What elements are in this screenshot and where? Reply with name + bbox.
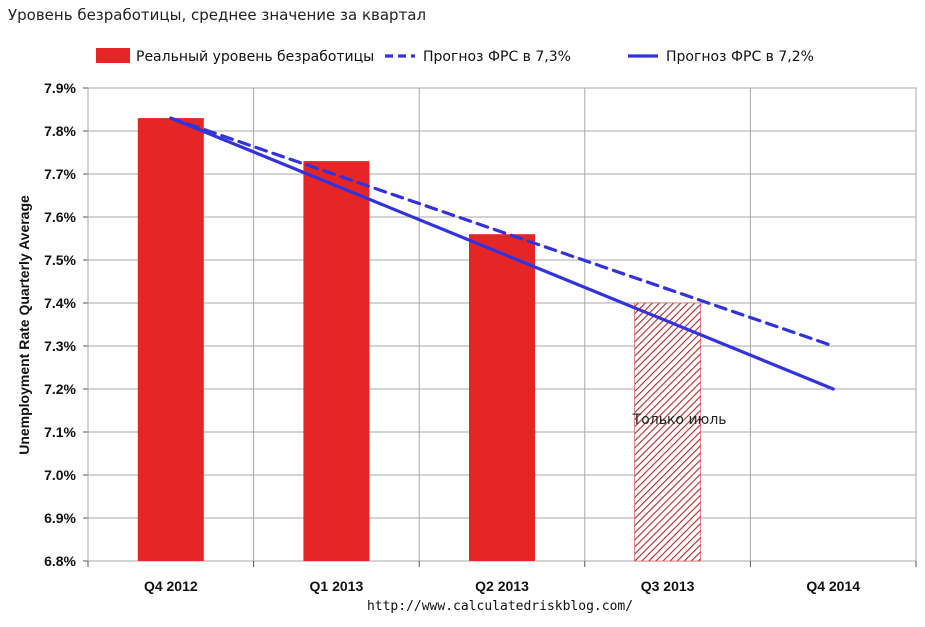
y-tick-label: 7.5% <box>44 252 76 268</box>
annotation-text: Только июль <box>632 412 727 428</box>
plot-area: 6.8% 6.9% 7.0% 7.1% 7.2% 7.3% 7.4% 7.5% 7.6% 7.7%… <box>44 80 917 594</box>
y-tick-label: 7.9% <box>44 80 76 96</box>
bar <box>469 234 535 561</box>
legend: Реальный уровень безработицы Прогноз ФРС … <box>96 48 814 65</box>
x-tick-label: Q1 2013 <box>310 578 364 594</box>
y-tick-label: 7.4% <box>44 295 76 311</box>
series-line-dashed <box>169 116 835 348</box>
legend-swatch-bar <box>96 48 130 63</box>
x-tick-label: Q3 2013 <box>641 578 695 594</box>
chart-title: Уровень безработицы, среднее значение за… <box>8 6 427 24</box>
y-tick-label: 7.8% <box>44 123 76 139</box>
source-url: http://www.calculatedriskblog.com/ <box>366 599 634 614</box>
y-axis-label: Unemployment Rate Quarterly Average <box>16 195 32 455</box>
legend-label: Прогноз ФРС в 7,2% <box>666 49 814 65</box>
legend-label: Реальный уровень безработицы <box>136 49 374 65</box>
y-tick-label: 6.9% <box>44 510 76 526</box>
bar <box>303 161 370 561</box>
bar <box>137 118 204 561</box>
y-tick-label: 7.2% <box>44 381 76 397</box>
x-tick-label: Q4 2014 <box>806 578 860 594</box>
series-line-solid <box>169 116 835 391</box>
y-tick-label: 7.3% <box>44 338 76 354</box>
y-tick-label: 7.7% <box>44 166 76 182</box>
y-tick-label: 7.0% <box>44 467 76 483</box>
x-tick-label: Q2 2013 <box>475 578 529 594</box>
y-tick-label: 7.6% <box>44 209 76 225</box>
bar-hatched <box>634 302 701 562</box>
y-tick-label: 6.8% <box>44 553 76 569</box>
y-tick-label: 7.1% <box>44 424 76 440</box>
x-tick-label: Q4 2012 <box>144 578 198 594</box>
legend-label: Прогноз ФРС в 7,3% <box>423 49 571 65</box>
